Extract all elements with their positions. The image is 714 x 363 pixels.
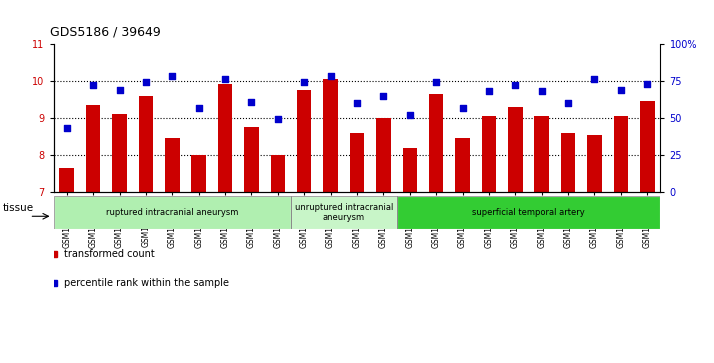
Point bbox=[61, 126, 72, 131]
Bar bbox=[429, 94, 443, 192]
Point bbox=[219, 76, 231, 82]
Bar bbox=[191, 155, 206, 192]
Point bbox=[351, 100, 363, 106]
Bar bbox=[482, 116, 496, 192]
Bar bbox=[291, 196, 396, 229]
Point bbox=[272, 117, 283, 122]
Bar bbox=[165, 138, 179, 192]
Bar bbox=[350, 133, 364, 192]
Bar bbox=[508, 107, 523, 192]
Bar bbox=[456, 138, 470, 192]
Point bbox=[87, 82, 99, 88]
Point bbox=[615, 87, 627, 93]
Bar bbox=[139, 96, 154, 192]
Point bbox=[536, 88, 548, 94]
Bar bbox=[297, 90, 311, 192]
Bar bbox=[54, 196, 291, 229]
Bar bbox=[271, 155, 285, 192]
Point bbox=[589, 76, 600, 82]
Point bbox=[642, 81, 653, 87]
Point bbox=[483, 88, 495, 94]
Text: percentile rank within the sample: percentile rank within the sample bbox=[64, 278, 229, 288]
Point bbox=[404, 112, 416, 118]
Point bbox=[457, 105, 468, 110]
Bar bbox=[218, 85, 232, 192]
Bar bbox=[396, 196, 660, 229]
Text: transformed count: transformed count bbox=[64, 249, 155, 259]
Bar bbox=[535, 116, 549, 192]
Point bbox=[563, 100, 574, 106]
Bar bbox=[291, 196, 396, 229]
Bar bbox=[323, 79, 338, 192]
Bar bbox=[640, 101, 655, 192]
Text: unruptured intracranial
aneurysm: unruptured intracranial aneurysm bbox=[295, 203, 393, 222]
Point bbox=[246, 99, 257, 105]
Point bbox=[431, 79, 442, 85]
Point bbox=[166, 73, 178, 79]
Bar bbox=[376, 118, 391, 192]
Text: ruptured intracranial aneurysm: ruptured intracranial aneurysm bbox=[106, 208, 238, 217]
Text: superficial temporal artery: superficial temporal artery bbox=[472, 208, 585, 217]
Point bbox=[298, 79, 310, 85]
Bar bbox=[613, 116, 628, 192]
Bar bbox=[59, 168, 74, 192]
Bar bbox=[396, 196, 660, 229]
Bar bbox=[560, 133, 575, 192]
Text: GDS5186 / 39649: GDS5186 / 39649 bbox=[50, 25, 161, 38]
Bar bbox=[86, 105, 101, 192]
Point bbox=[140, 79, 151, 85]
Point bbox=[114, 87, 125, 93]
Point bbox=[510, 82, 521, 88]
Bar bbox=[112, 114, 127, 192]
Bar bbox=[403, 148, 417, 192]
Point bbox=[325, 73, 336, 79]
Bar bbox=[54, 196, 291, 229]
Point bbox=[193, 105, 204, 110]
Bar bbox=[587, 135, 602, 192]
Point bbox=[378, 93, 389, 99]
Text: tissue: tissue bbox=[3, 203, 34, 213]
Bar bbox=[244, 127, 258, 192]
